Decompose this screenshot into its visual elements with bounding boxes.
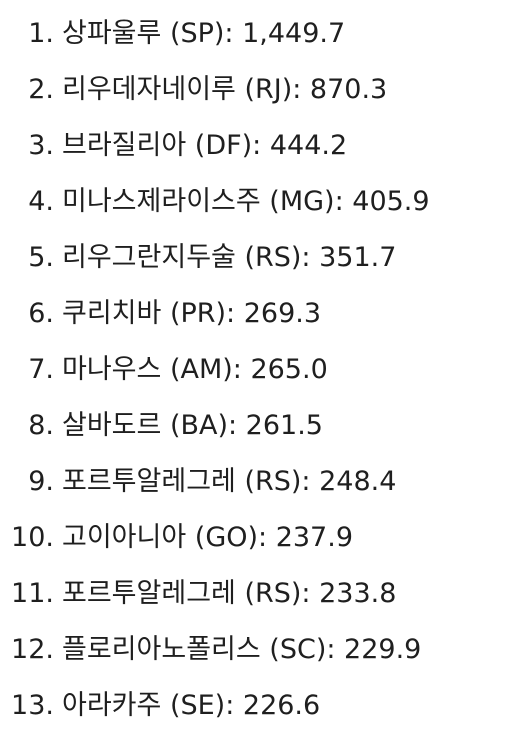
item-text: 플로리아노폴리스 (SC): 229.9 bbox=[62, 634, 422, 665]
list-item: 13. 아라카주 (SE): 226.6 bbox=[0, 678, 506, 734]
ranked-list: 1. 상파울루 (SP): 1,449.7 2. 리우데자네이루 (RJ): 8… bbox=[0, 6, 506, 734]
list-item: 10. 고이아니아 (GO): 237.9 bbox=[0, 510, 506, 566]
item-number: 2. bbox=[28, 74, 54, 105]
item-text: 마나우스 (AM): 265.0 bbox=[62, 354, 328, 385]
list-item: 11. 포르투알레그레 (RS): 233.8 bbox=[0, 566, 506, 622]
item-number: 8. bbox=[28, 410, 54, 441]
item-text: 리우그란지두술 (RS): 351.7 bbox=[62, 242, 397, 273]
item-number: 7. bbox=[28, 354, 54, 385]
list-item: 5. 리우그란지두술 (RS): 351.7 bbox=[0, 230, 506, 286]
list-item: 3. 브라질리아 (DF): 444.2 bbox=[0, 118, 506, 174]
list-item: 8. 살바도르 (BA): 261.5 bbox=[0, 398, 506, 454]
list-item: 7. 마나우스 (AM): 265.0 bbox=[0, 342, 506, 398]
item-number: 9. bbox=[28, 466, 54, 497]
item-number: 6. bbox=[28, 298, 54, 329]
item-text: 포르투알레그레 (RS): 248.4 bbox=[62, 466, 397, 497]
list-item: 1. 상파울루 (SP): 1,449.7 bbox=[0, 6, 506, 62]
item-text: 리우데자네이루 (RJ): 870.3 bbox=[62, 74, 388, 105]
item-number: 13. bbox=[11, 690, 54, 721]
item-number: 1. bbox=[28, 18, 54, 49]
item-text: 아라카주 (SE): 226.6 bbox=[62, 690, 321, 721]
item-text: 쿠리치바 (PR): 269.3 bbox=[62, 298, 322, 329]
list-item: 12. 플로리아노폴리스 (SC): 229.9 bbox=[0, 622, 506, 678]
item-text: 브라질리아 (DF): 444.2 bbox=[62, 130, 348, 161]
item-text: 상파울루 (SP): 1,449.7 bbox=[62, 18, 346, 49]
item-number: 5. bbox=[28, 242, 54, 273]
item-number: 11. bbox=[11, 578, 54, 609]
list-item: 2. 리우데자네이루 (RJ): 870.3 bbox=[0, 62, 506, 118]
item-number: 12. bbox=[11, 634, 54, 665]
item-text: 포르투알레그레 (RS): 233.8 bbox=[62, 578, 397, 609]
item-number: 10. bbox=[11, 522, 54, 553]
list-item: 9. 포르투알레그레 (RS): 248.4 bbox=[0, 454, 506, 510]
item-text: 살바도르 (BA): 261.5 bbox=[62, 410, 323, 441]
item-text: 미나스제라이스주 (MG): 405.9 bbox=[62, 186, 430, 217]
item-number: 4. bbox=[28, 186, 54, 217]
list-item: 6. 쿠리치바 (PR): 269.3 bbox=[0, 286, 506, 342]
item-number: 3. bbox=[28, 130, 54, 161]
item-text: 고이아니아 (GO): 237.9 bbox=[62, 522, 353, 553]
list-item: 4. 미나스제라이스주 (MG): 405.9 bbox=[0, 174, 506, 230]
